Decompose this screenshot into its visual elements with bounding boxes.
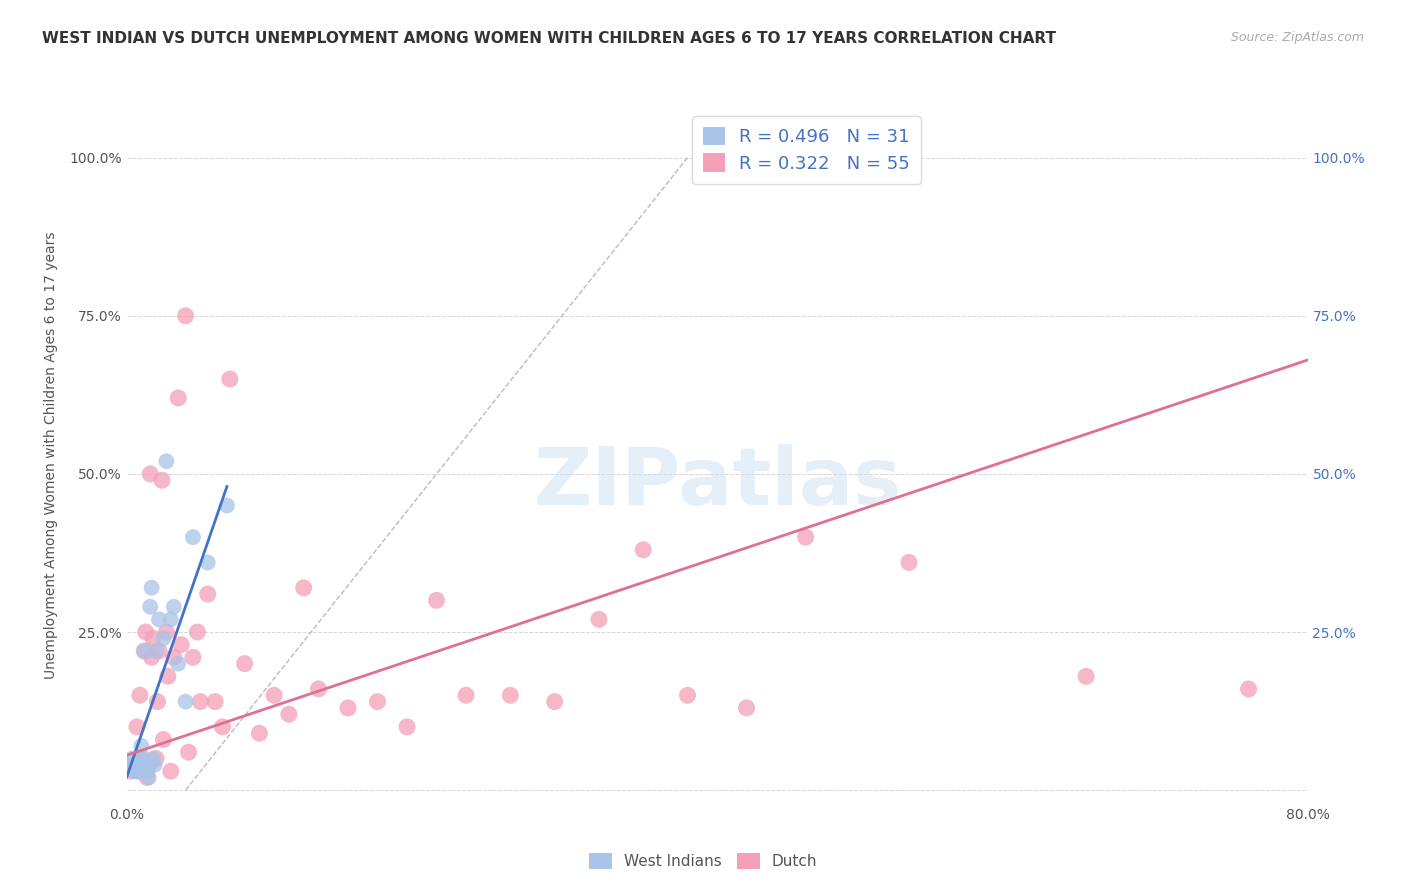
Point <box>454 688 477 702</box>
Point <box>396 720 419 734</box>
Point <box>136 771 159 785</box>
Point <box>124 757 146 772</box>
Point <box>118 757 141 772</box>
Point <box>188 695 211 709</box>
Point <box>152 732 174 747</box>
Point <box>1237 681 1260 696</box>
Y-axis label: Unemployment Among Women with Children Ages 6 to 17 years: Unemployment Among Women with Children A… <box>44 231 58 679</box>
Point <box>148 644 170 658</box>
Point <box>337 701 360 715</box>
Point <box>127 764 149 779</box>
Point <box>132 757 155 772</box>
Point <box>146 695 169 709</box>
Point <box>543 695 565 709</box>
Point <box>247 726 270 740</box>
Point <box>122 764 145 779</box>
Point <box>120 761 142 775</box>
Point <box>132 751 155 765</box>
Point <box>197 587 219 601</box>
Point <box>170 638 193 652</box>
Point <box>177 745 200 759</box>
Point <box>142 632 165 646</box>
Point <box>148 612 170 626</box>
Point <box>181 650 204 665</box>
Point <box>125 764 148 779</box>
Point <box>174 695 197 709</box>
Point <box>145 644 167 658</box>
Point <box>139 599 162 614</box>
Point <box>292 581 315 595</box>
Point <box>1076 669 1098 683</box>
Point <box>127 764 149 779</box>
Point <box>676 688 699 702</box>
Point <box>136 764 159 779</box>
Point <box>156 669 179 683</box>
Point <box>233 657 256 671</box>
Text: ZIPatlas: ZIPatlas <box>533 443 901 522</box>
Point <box>135 757 157 772</box>
Point <box>425 593 447 607</box>
Point <box>155 454 177 468</box>
Point <box>174 309 197 323</box>
Point <box>150 473 173 487</box>
Point <box>120 764 142 779</box>
Point <box>128 757 150 772</box>
Point <box>138 757 160 772</box>
Point <box>794 530 817 544</box>
Point <box>499 688 522 702</box>
Point <box>167 657 190 671</box>
Point <box>128 688 150 702</box>
Point <box>211 720 233 734</box>
Point <box>129 751 153 765</box>
Point <box>152 632 174 646</box>
Point <box>197 556 219 570</box>
Point <box>134 644 156 658</box>
Point <box>215 499 238 513</box>
Point <box>139 467 162 481</box>
Point <box>145 751 167 765</box>
Point <box>366 695 388 709</box>
Point <box>159 764 183 779</box>
Point <box>204 695 226 709</box>
Text: Source: ZipAtlas.com: Source: ZipAtlas.com <box>1230 31 1364 45</box>
Point <box>219 372 242 386</box>
Point <box>134 764 156 779</box>
Point <box>125 720 148 734</box>
Point <box>163 599 186 614</box>
Point <box>307 681 329 696</box>
Point <box>135 625 157 640</box>
Point <box>263 688 285 702</box>
Point <box>129 757 153 772</box>
Point <box>278 707 301 722</box>
Point <box>159 612 183 626</box>
Point <box>167 391 190 405</box>
Legend: West Indians, Dutch: West Indians, Dutch <box>582 847 824 875</box>
Point <box>186 625 208 640</box>
Point <box>631 542 654 557</box>
Point <box>181 530 204 544</box>
Point <box>121 751 143 765</box>
Point <box>163 650 186 665</box>
Point <box>155 625 177 640</box>
Point <box>141 581 163 595</box>
Point <box>897 556 920 570</box>
Point <box>122 757 145 772</box>
Point <box>129 739 153 753</box>
Text: WEST INDIAN VS DUTCH UNEMPLOYMENT AMONG WOMEN WITH CHILDREN AGES 6 TO 17 YEARS C: WEST INDIAN VS DUTCH UNEMPLOYMENT AMONG … <box>42 31 1056 46</box>
Point <box>141 650 163 665</box>
Point <box>588 612 610 626</box>
Point <box>138 771 160 785</box>
Legend: R = 0.496   N = 31, R = 0.322   N = 55: R = 0.496 N = 31, R = 0.322 N = 55 <box>692 116 921 184</box>
Point <box>142 751 165 765</box>
Point <box>735 701 758 715</box>
Point <box>143 757 166 772</box>
Point <box>134 644 156 658</box>
